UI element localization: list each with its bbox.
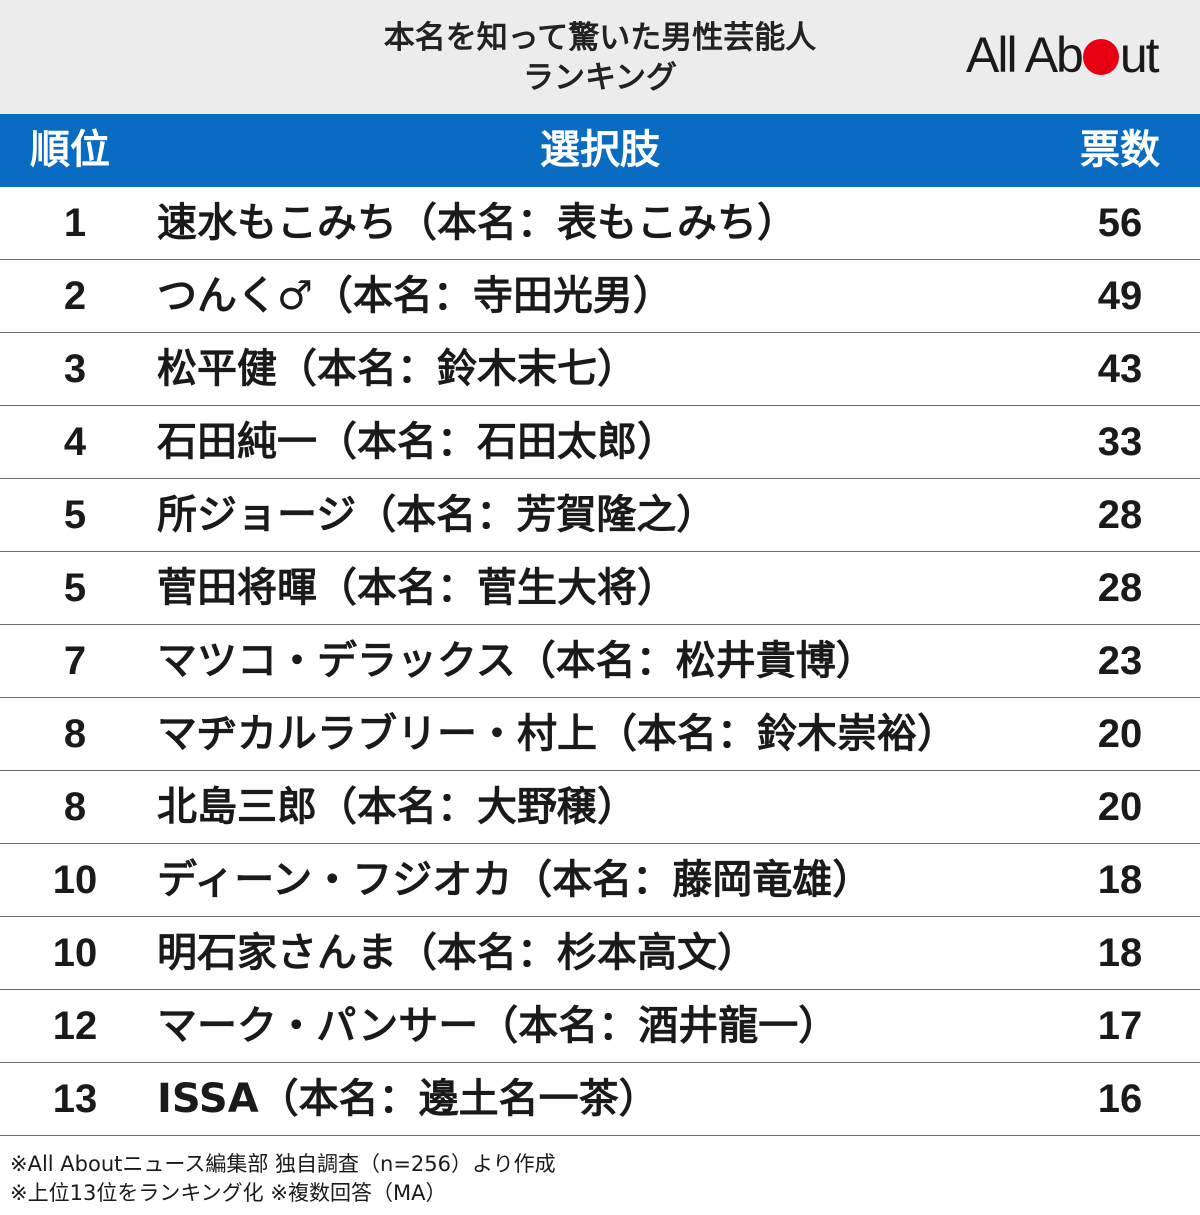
column-header-choice: 選択肢 — [540, 127, 660, 173]
choice-cell: 速水もこみち（本名：表もこみち） — [157, 200, 797, 246]
rank-cell: 8 — [63, 785, 87, 829]
votes-cell: 20 — [1097, 712, 1143, 756]
table-row: 8 マヂカルラブリー・村上（本名：鈴木崇裕） 20 — [0, 698, 1200, 771]
column-header-row: 順位 選択肢 票数 — [0, 114, 1200, 187]
choice-cell: ISSA（本名：邊土名一茶） — [157, 1076, 659, 1122]
title-line-1: 本名を知って驚いた男性芸能人 — [383, 20, 817, 56]
votes-cell: 23 — [1097, 639, 1143, 683]
rank-cell: 2 — [63, 274, 87, 318]
table-row: 12 マーク・パンサー（本名：酒井龍一） 17 — [0, 990, 1200, 1063]
choice-cell: 石田純一（本名：石田太郎） — [157, 419, 677, 465]
table-row: 7 マツコ・デラックス（本名：松井貴博） 23 — [0, 625, 1200, 698]
votes-cell: 18 — [1097, 931, 1143, 975]
logo-red-dot-icon — [1082, 39, 1119, 75]
choice-cell: 松平健（本名：鈴木末七） — [157, 346, 637, 392]
votes-cell: 18 — [1097, 858, 1143, 902]
rank-cell: 13 — [52, 1077, 98, 1121]
votes-cell: 16 — [1097, 1077, 1143, 1121]
chart-title: 本名を知って驚いた男性芸能人 ランキング — [220, 18, 980, 98]
header-band — [0, 0, 1200, 114]
table-row: 1 速水もこみち（本名：表もこみち） 56 — [0, 187, 1200, 260]
votes-cell: 28 — [1097, 566, 1143, 610]
choice-cell: ディーン・フジオカ（本名：藤岡竜雄） — [157, 857, 873, 903]
rank-cell: 8 — [63, 712, 87, 756]
footnotes: ※All Aboutニュース編集部 独自調査（n=256）より作成 ※上位13位… — [10, 1150, 556, 1208]
table-row: 10 明石家さんま（本名：杉本高文） 18 — [0, 917, 1200, 990]
rank-cell: 3 — [63, 347, 87, 391]
column-header-rank: 順位 — [30, 127, 110, 173]
title-line-2: ランキング — [522, 60, 678, 96]
column-header-votes: 票数 — [1080, 127, 1160, 173]
rank-cell: 5 — [63, 566, 87, 610]
rank-cell: 7 — [63, 639, 87, 683]
votes-cell: 33 — [1097, 420, 1143, 464]
votes-cell: 20 — [1097, 785, 1143, 829]
all-about-logo: All Ab ut — [966, 27, 1160, 83]
choice-cell: 北島三郎（本名：大野穣） — [157, 784, 637, 830]
ranking-table-body: 1 速水もこみち（本名：表もこみち） 56 2 つんく♂（本名：寺田光男） 49 3 松平健（… — [0, 187, 1200, 1136]
votes-cell: 43 — [1097, 347, 1143, 391]
votes-cell: 28 — [1097, 493, 1143, 537]
table-row: 5 所ジョージ（本名：芳賀隆之） 28 — [0, 479, 1200, 552]
table-row: 5 菅田将暉（本名：菅生大将） 28 — [0, 552, 1200, 625]
votes-cell: 49 — [1097, 274, 1143, 318]
rank-cell: 1 — [63, 201, 87, 245]
votes-cell: 56 — [1097, 201, 1143, 245]
footnote-method: ※上位13位をランキング化 ※複数回答（MA） — [10, 1181, 447, 1205]
table-row: 8 北島三郎（本名：大野穣） 20 — [0, 771, 1200, 844]
choice-cell: 所ジョージ（本名：芳賀隆之） — [157, 492, 717, 538]
table-row: 3 松平健（本名：鈴木末七） 43 — [0, 333, 1200, 406]
rank-cell: 5 — [63, 493, 87, 537]
choice-cell: 菅田将暉（本名：菅生大将） — [157, 565, 677, 611]
rank-cell: 12 — [52, 1004, 98, 1048]
table-row: 10 ディーン・フジオカ（本名：藤岡竜雄） 18 — [0, 844, 1200, 917]
choice-cell: 明石家さんま（本名：杉本高文） — [157, 930, 757, 976]
choice-cell: マツコ・デラックス（本名：松井貴博） — [157, 638, 876, 684]
choice-cell: マーク・パンサー（本名：酒井龍一） — [157, 1003, 839, 1049]
rank-cell: 10 — [52, 858, 98, 902]
choice-cell: マヂカルラブリー・村上（本名：鈴木崇裕） — [157, 711, 957, 757]
table-row: 2 つんく♂（本名：寺田光男） 49 — [0, 260, 1200, 333]
choice-cell: つんく♂（本名：寺田光男） — [157, 273, 673, 319]
votes-cell: 17 — [1097, 1004, 1143, 1048]
rank-cell: 10 — [52, 931, 98, 975]
rank-cell: 4 — [63, 420, 87, 464]
table-row: 13 ISSA（本名：邊土名一茶） 16 — [0, 1063, 1200, 1136]
footnote-source: ※All Aboutニュース編集部 独自調査（n=256）より作成 — [10, 1152, 556, 1176]
table-row: 4 石田純一（本名：石田太郎） 33 — [0, 406, 1200, 479]
